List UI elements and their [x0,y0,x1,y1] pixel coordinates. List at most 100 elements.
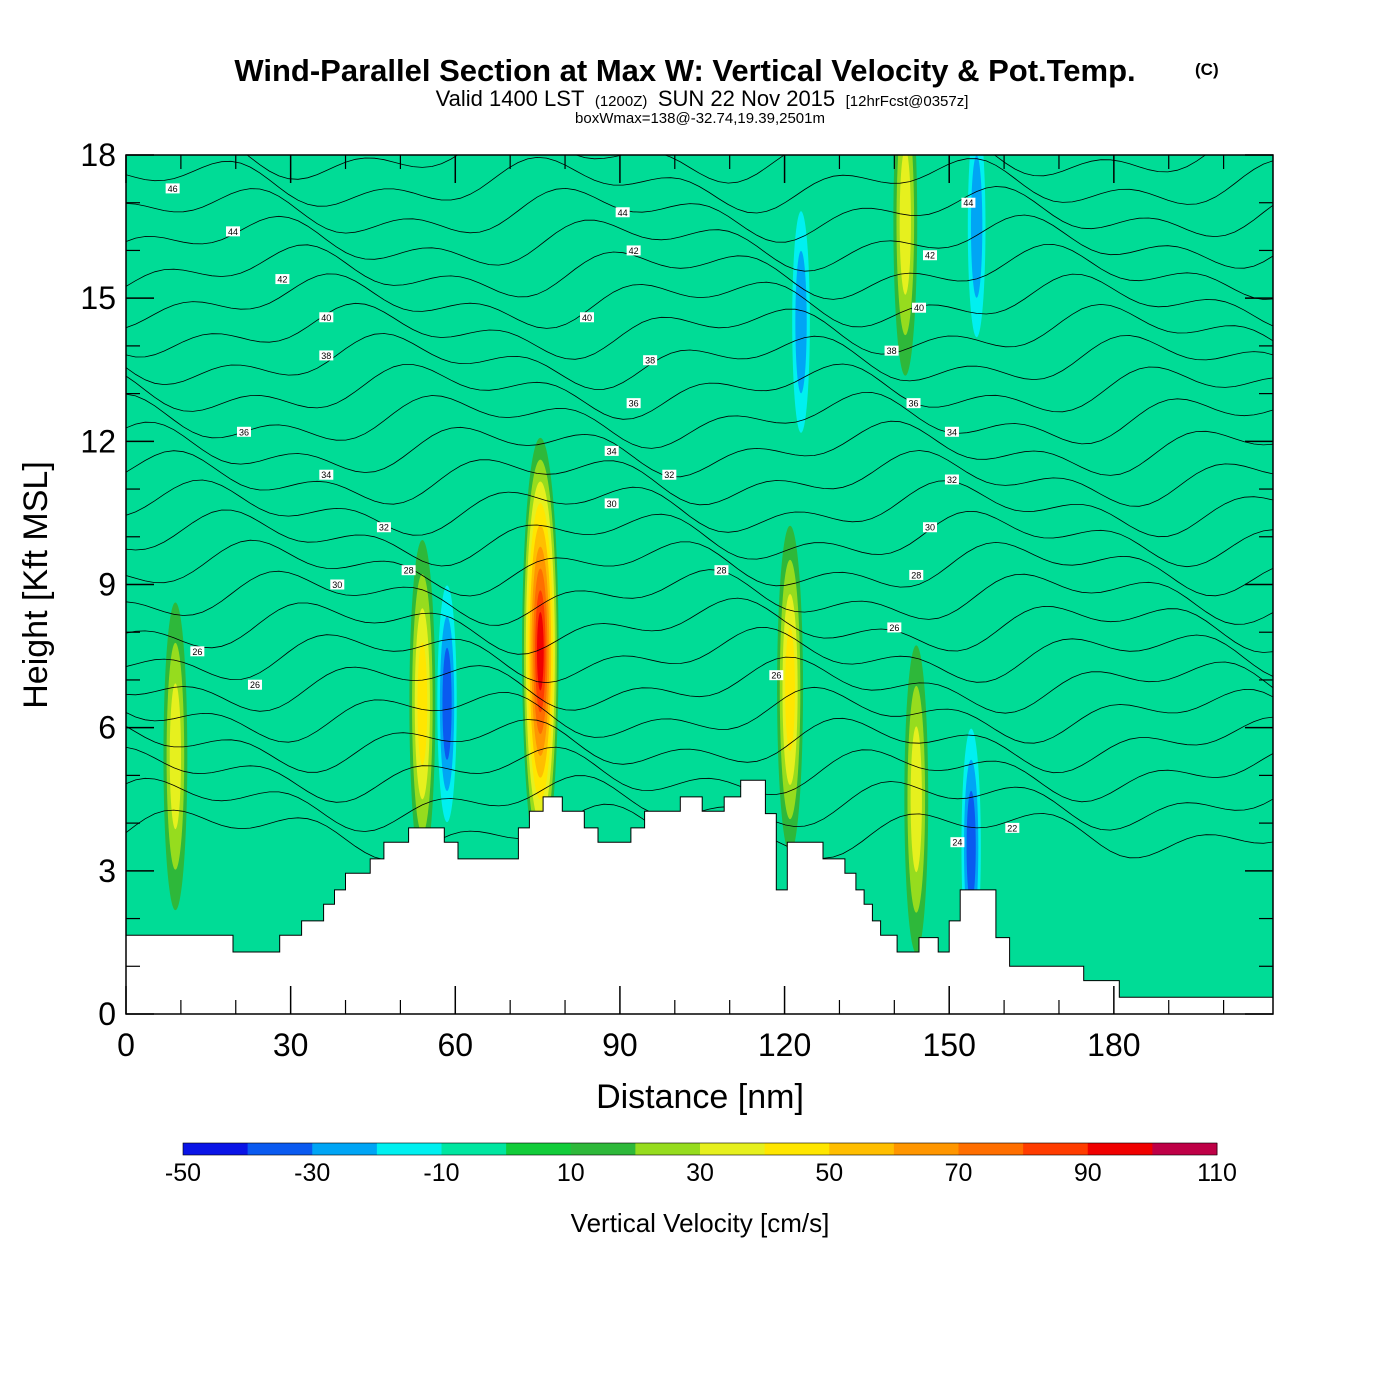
theta-contour-label: 36 [906,398,921,409]
colorbar-swatch [441,1143,507,1155]
theta-contour-label: 34 [319,469,334,480]
y-tick-label: 18 [80,137,116,173]
svg-text:34: 34 [321,470,331,480]
svg-text:34: 34 [607,446,617,456]
svg-text:44: 44 [963,198,973,208]
colorbar-swatch [764,1143,830,1155]
theta-contour-line [126,156,1273,214]
colorbar-swatch [376,1143,442,1155]
x-tick-label: 30 [273,1027,309,1063]
terrain [126,779,1273,1014]
updraft-core [163,602,188,911]
svg-text:40: 40 [914,303,924,313]
svg-text:44: 44 [228,227,238,237]
svg-text:46: 46 [168,184,178,194]
theta-contour-label: 44 [961,197,976,208]
theta-contour-label: 44 [226,226,241,237]
subtitle-valid: Valid 1400 LST [436,86,585,111]
colorbar-label: -50 [165,1159,201,1187]
updraft-band [899,155,911,295]
theta-contour-label: 28 [909,569,924,580]
colorbar-swatch [570,1143,636,1155]
theta-contours [126,155,1273,861]
theta-contour-label: 26 [247,679,262,690]
svg-text:32: 32 [947,475,957,485]
colorbar-swatch [700,1143,766,1155]
svg-text:40: 40 [321,313,331,323]
updraft-band [169,683,182,830]
svg-text:30: 30 [332,580,342,590]
colorbar-label: 110 [1197,1159,1237,1187]
theta-contour-label: 40 [319,312,334,323]
svg-text:30: 30 [925,523,935,533]
theta-contour-line [126,479,1273,538]
downdraft-band [970,155,983,298]
updraft-core [409,540,436,868]
y-tick-label: 9 [98,567,116,603]
y-tick-label: 0 [98,996,116,1032]
theta-contour-line [126,539,1273,597]
theta-contour-line [126,333,1273,390]
theta-contour-label: 32 [662,469,677,480]
theta-contour-label: 38 [884,345,899,356]
x-tick-label: 120 [758,1027,811,1063]
copyright-mark: (C) [1195,60,1219,79]
theta-contour-line [126,626,1273,684]
theta-contour-label: 30 [330,579,345,590]
colorbar-swatch [958,1143,1024,1155]
updraft-core [777,525,804,854]
colorbar-title: Vertical Velocity [cm/s] [571,1208,830,1238]
theta-contour-label: 42 [922,250,937,261]
svg-text:24: 24 [952,838,962,848]
colorbar-label: 50 [815,1159,843,1187]
theta-contour-label: 26 [769,670,784,681]
downdraft-core [437,585,457,823]
theta-contour-label: 36 [236,426,251,437]
theta-contour-line [126,391,1273,449]
x-tick-label: 180 [1087,1027,1140,1063]
theta-contour-line [126,509,1273,568]
colorbar: -50 -30 -10 10 30 50 70 90 110 [165,1142,1237,1187]
downdraft-band [795,250,807,394]
theta-contour-line [126,363,1273,420]
theta-contour-label: 40 [912,302,927,313]
x-tick-label: 90 [602,1027,638,1063]
colorbar-swatch [635,1143,701,1155]
theta-contour-line [126,420,1273,478]
svg-text:40: 40 [582,313,592,323]
updraft-band [417,642,428,766]
theta-contour-line [126,302,1273,360]
theta-contour-label: 46 [165,183,180,194]
svg-text:26: 26 [192,647,202,657]
theta-contour-label: 30 [922,522,937,533]
theta-contour-line [126,656,1273,714]
plot-area: 46 44 42 40 38 36 34 32 30 28 26 26 44 42 40 38 36 34 32 30… [126,155,1273,1014]
theta-contour-label: 44 [615,207,630,218]
svg-text:42: 42 [925,251,935,261]
theta-contour-label: 28 [401,565,416,576]
theta-contour-line [126,243,1273,300]
svg-text:34: 34 [947,427,957,437]
downdraft-core [792,211,810,433]
theta-contour-label: 38 [643,355,658,366]
chart-subtitle: Valid 1400 LST (1200Z) SUN 22 Nov 2015 [… [436,86,969,111]
svg-text:26: 26 [889,623,899,633]
svg-text:36: 36 [629,399,639,409]
x-tick-label: 0 [117,1027,135,1063]
colorbar-swatch [183,1143,249,1155]
theta-contour-label: 32 [376,522,391,533]
colorbar-label: 70 [945,1159,973,1187]
y-tick-label: 3 [98,853,116,889]
theta-contour-label: 24 [950,837,965,848]
subtitle-forecast: [12hrFcst@0357z] [846,93,969,110]
theta-contour-label: 36 [626,398,641,409]
colorbar-label: 10 [557,1159,585,1187]
y-tick-label: 15 [80,280,116,316]
colorbar-swatch [506,1143,572,1155]
svg-text:22: 22 [1007,823,1017,833]
updraft-band [785,628,795,751]
downdraft-band [966,790,976,904]
theta-contour-line [126,186,1273,243]
svg-text:38: 38 [321,351,331,361]
